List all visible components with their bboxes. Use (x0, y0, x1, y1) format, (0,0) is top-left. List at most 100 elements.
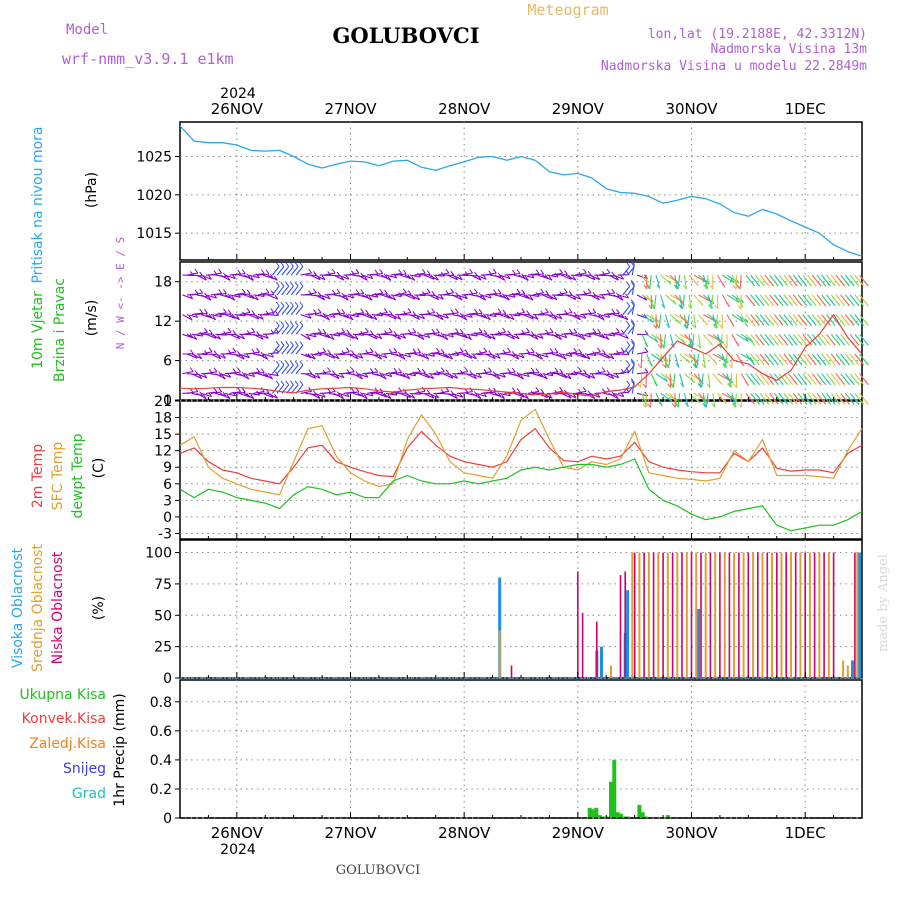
wind-barb (598, 272, 611, 276)
wind-barb-flag (502, 293, 507, 299)
wind-barb-flag (860, 360, 864, 366)
wind-barb-flag (402, 333, 407, 339)
wind-barb (471, 312, 483, 316)
wind-barb-flag (526, 310, 530, 315)
wind-barb-flag (784, 380, 789, 386)
wind-barb (314, 351, 326, 355)
wind-barb-flag (751, 400, 756, 405)
series-layer (179, 125, 863, 819)
wind-barb-flag (611, 391, 616, 396)
wind-barb (404, 352, 416, 355)
wind-barb-flag (774, 301, 779, 307)
cloud-ylabel-low: Niska Oblacnost (50, 551, 66, 664)
wind-barb-flag (630, 279, 635, 285)
wind-barb-flag (387, 394, 392, 399)
wind-barb-flag (586, 354, 591, 360)
wind-barb-flag (435, 275, 439, 281)
wind-barb-flag (596, 295, 600, 301)
wind-barb-flag (417, 348, 422, 353)
wind-barb-flag (299, 301, 304, 307)
wind-barb-flag (440, 294, 444, 300)
wind-barb-flag (459, 392, 464, 398)
wind-barb-flag (520, 374, 524, 380)
wind-barb (186, 353, 198, 359)
wind-barb (584, 353, 596, 356)
wind-barb (499, 392, 511, 397)
wind-barb (253, 314, 264, 320)
wind-barb-flag (822, 281, 827, 287)
wind-barb (726, 294, 740, 303)
wind-barb (300, 272, 312, 276)
wind-barb (631, 303, 635, 315)
wind-barb (324, 353, 335, 359)
wind-barb (210, 353, 221, 360)
wind-barb (556, 292, 568, 296)
wind-barb (338, 294, 349, 301)
wind-barb-flag (578, 332, 582, 338)
wind-barb (314, 294, 325, 301)
y-tick-label: 25 (154, 640, 172, 656)
wind-barb-flag (482, 274, 487, 280)
wind-barb-flag (516, 269, 521, 274)
wind-barb-flag (831, 301, 836, 307)
wind-barb (220, 274, 231, 281)
wind-barb (352, 312, 364, 316)
wind-barb (205, 294, 217, 299)
cloud-bar (785, 552, 787, 678)
bottom-day-label: 30NOV (665, 824, 718, 842)
wind-barb (395, 333, 406, 339)
cloud-bar (733, 552, 736, 678)
wind-barb-flag (208, 274, 212, 280)
wind-barb-flag (275, 311, 280, 316)
wind-barb-flag (535, 387, 540, 392)
wind-barb-flag (463, 294, 468, 300)
wind-barb (532, 292, 544, 296)
wind-barb (385, 274, 397, 279)
footer-station: GOLUBOVCI (336, 863, 421, 878)
wind-barb-flag (568, 308, 573, 313)
wind-barb-flag (217, 334, 222, 340)
wind-barb-flag (793, 340, 798, 346)
wind-barb (366, 314, 378, 321)
wind-barb (371, 292, 383, 296)
wind-barb-flag (682, 284, 687, 290)
temp-ylabel-sfc: SFC Temp (50, 442, 66, 511)
wind-barb (504, 294, 516, 298)
wind-barb-layer (182, 259, 869, 408)
wind-barb (419, 333, 430, 339)
wind-barb-flag (751, 321, 756, 326)
wind-barb-flag (626, 341, 631, 346)
wind-barb (518, 373, 530, 378)
wind-barb-flag (798, 360, 803, 366)
wind-barb-flag (573, 311, 578, 317)
cloud-bar (723, 552, 726, 678)
model-label: Model (66, 22, 108, 38)
wind-barb-flag (402, 288, 407, 294)
wind-barb (729, 373, 733, 388)
wind-barb-flag (218, 387, 223, 393)
wind-barb-flag (751, 380, 756, 386)
wind-barb-flag (671, 403, 676, 408)
y-tick-label: 0.4 (150, 753, 172, 769)
precip-unit: 1hr Precip (mm) (112, 693, 128, 806)
model-elevation-label: Nadmorska Visina u modelu 22.2849m (601, 59, 867, 74)
wind-barb (608, 331, 620, 335)
wind-barb (461, 333, 472, 340)
wind-barb-flag (246, 353, 250, 359)
wind-barb (390, 314, 401, 320)
wind-barb-flag (425, 354, 430, 360)
wind-barb (286, 285, 294, 296)
wind-barb-flag (626, 380, 631, 386)
wind-barb (532, 273, 544, 276)
wind-barb (688, 294, 692, 309)
wind-barb (376, 293, 388, 296)
wind-barb (739, 275, 742, 290)
wind-barb-flag (492, 289, 497, 294)
wind-barb-flag (836, 380, 841, 386)
wind-barb-flag (808, 380, 812, 386)
wind-barb (556, 333, 568, 339)
wind-barb-flag (808, 360, 812, 366)
wind-barb-flag (827, 380, 831, 386)
wind-barb-flag (321, 275, 326, 281)
wind-barb (664, 314, 670, 329)
